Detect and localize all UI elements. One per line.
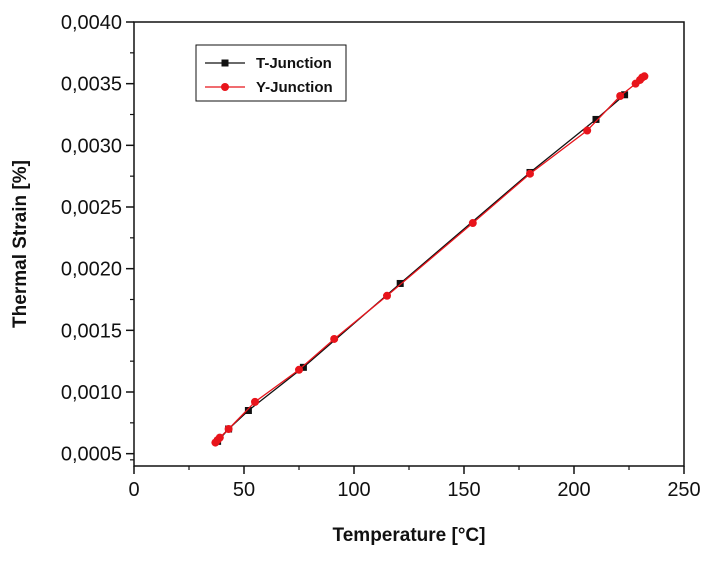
data-point-y-junction [383, 291, 391, 300]
data-point-y-junction [251, 397, 259, 406]
x-tick-label: 0 [128, 479, 139, 501]
data-point-t-junction [299, 363, 307, 371]
y-axis-ticks: 0,0005 0,0010 0,0015 0,0020 0,0025 0,0030 0,00… [61, 12, 134, 466]
legend-marker [221, 83, 229, 91]
y-axis-title: Thermal Strain [%] [10, 160, 31, 328]
legend-label: T-Junction [256, 55, 332, 72]
data-point-t-junction [244, 407, 252, 414]
legend-label: Y-Junction [256, 79, 333, 96]
data-point-y-junction [583, 126, 592, 135]
y-tick-label: 0,0015 [61, 320, 122, 342]
data-point-y-junction [468, 219, 477, 228]
x-axis-title: Temperature [°C] [333, 525, 486, 546]
data-point-t-junction [621, 91, 629, 99]
data-point-y-junction [215, 433, 224, 442]
y-tick-label: 0,0030 [61, 135, 122, 157]
data-point-y-junction [330, 334, 339, 343]
y-tick-label: 0,0005 [61, 444, 122, 466]
x-tick-label: 250 [667, 479, 700, 501]
data-point-y-junction [526, 169, 534, 178]
y-tick-label: 0,0010 [61, 382, 122, 404]
y-tick-label: 0,0020 [61, 259, 122, 281]
y-tick-label: 0,0040 [61, 12, 122, 34]
legend-box [195, 44, 347, 102]
legend: T-Junction Y-Junction [195, 44, 347, 102]
legend-marker [221, 59, 229, 67]
y-tick-label: 0,0035 [61, 74, 122, 96]
x-tick-label: 150 [447, 479, 480, 501]
data-point-y-junction [616, 92, 625, 100]
x-tick-label: 200 [557, 479, 590, 501]
data-point-y-junction [295, 365, 303, 374]
data-point-t-junction [592, 115, 600, 123]
x-axis-ticks: 0 50 100 150 200 250 [128, 466, 701, 501]
data-point-t-junction [396, 279, 404, 287]
x-tick-label: 100 [337, 479, 370, 501]
y-tick-label: 0,0025 [61, 197, 122, 219]
data-point-y-junction [224, 425, 233, 433]
series-layer [211, 72, 649, 447]
x-tick-label: 50 [233, 479, 255, 501]
data-point-y-junction [640, 72, 649, 81]
